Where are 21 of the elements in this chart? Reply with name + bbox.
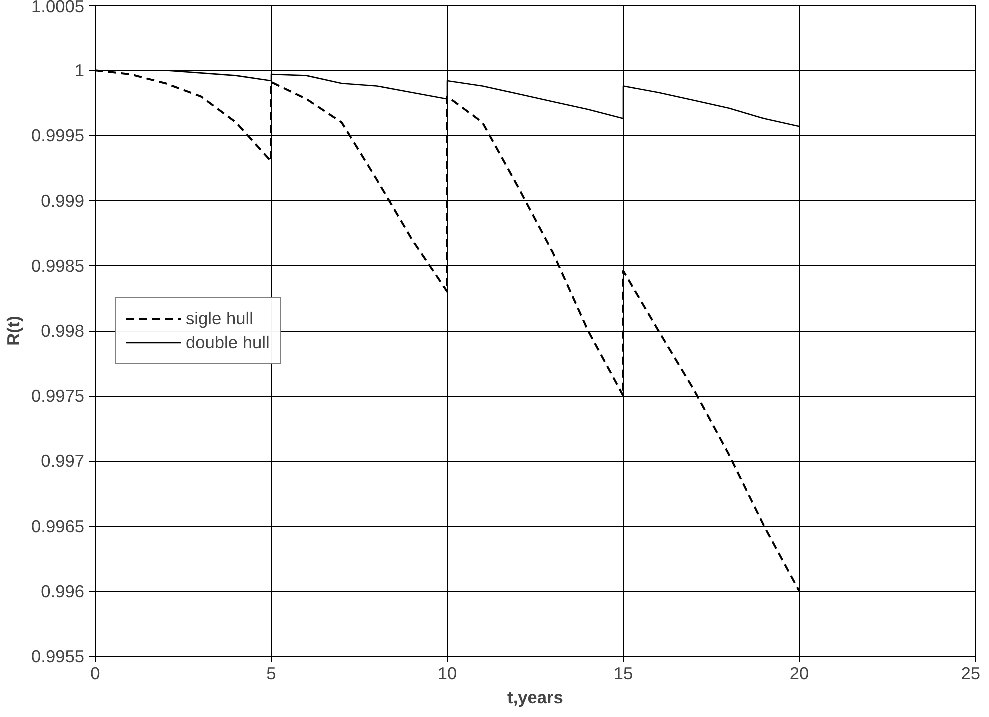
y-tick-label: 0.998 <box>41 321 85 341</box>
y-axis-title: R(t) <box>4 316 24 346</box>
x-tick-label: 0 <box>90 664 100 684</box>
x-tick-label: 25 <box>961 664 981 684</box>
y-tick-label: 0.9955 <box>32 646 84 666</box>
x-tick-label: 15 <box>614 664 634 684</box>
y-tick-label: 1.0005 <box>32 0 84 16</box>
y-tick-label: 0.997 <box>41 451 85 472</box>
y-tick-label: 1 <box>74 60 85 81</box>
y-tick-label: 0.9985 <box>32 256 84 276</box>
x-tick-label: 20 <box>790 664 810 684</box>
legend-label: sigle hull <box>186 308 254 329</box>
y-tick-label: 0.999 <box>41 190 85 211</box>
x-tick-label: 10 <box>438 664 458 684</box>
y-tick-label: 0.9965 <box>32 516 84 536</box>
y-tick-label: 0.9995 <box>32 126 84 146</box>
y-tick-label: 0.996 <box>41 581 85 602</box>
legend-label: double hull <box>186 332 270 353</box>
x-axis-title: t,years <box>508 688 564 708</box>
x-tick-label: 5 <box>266 664 276 684</box>
y-tick-label: 0.9975 <box>32 386 84 406</box>
